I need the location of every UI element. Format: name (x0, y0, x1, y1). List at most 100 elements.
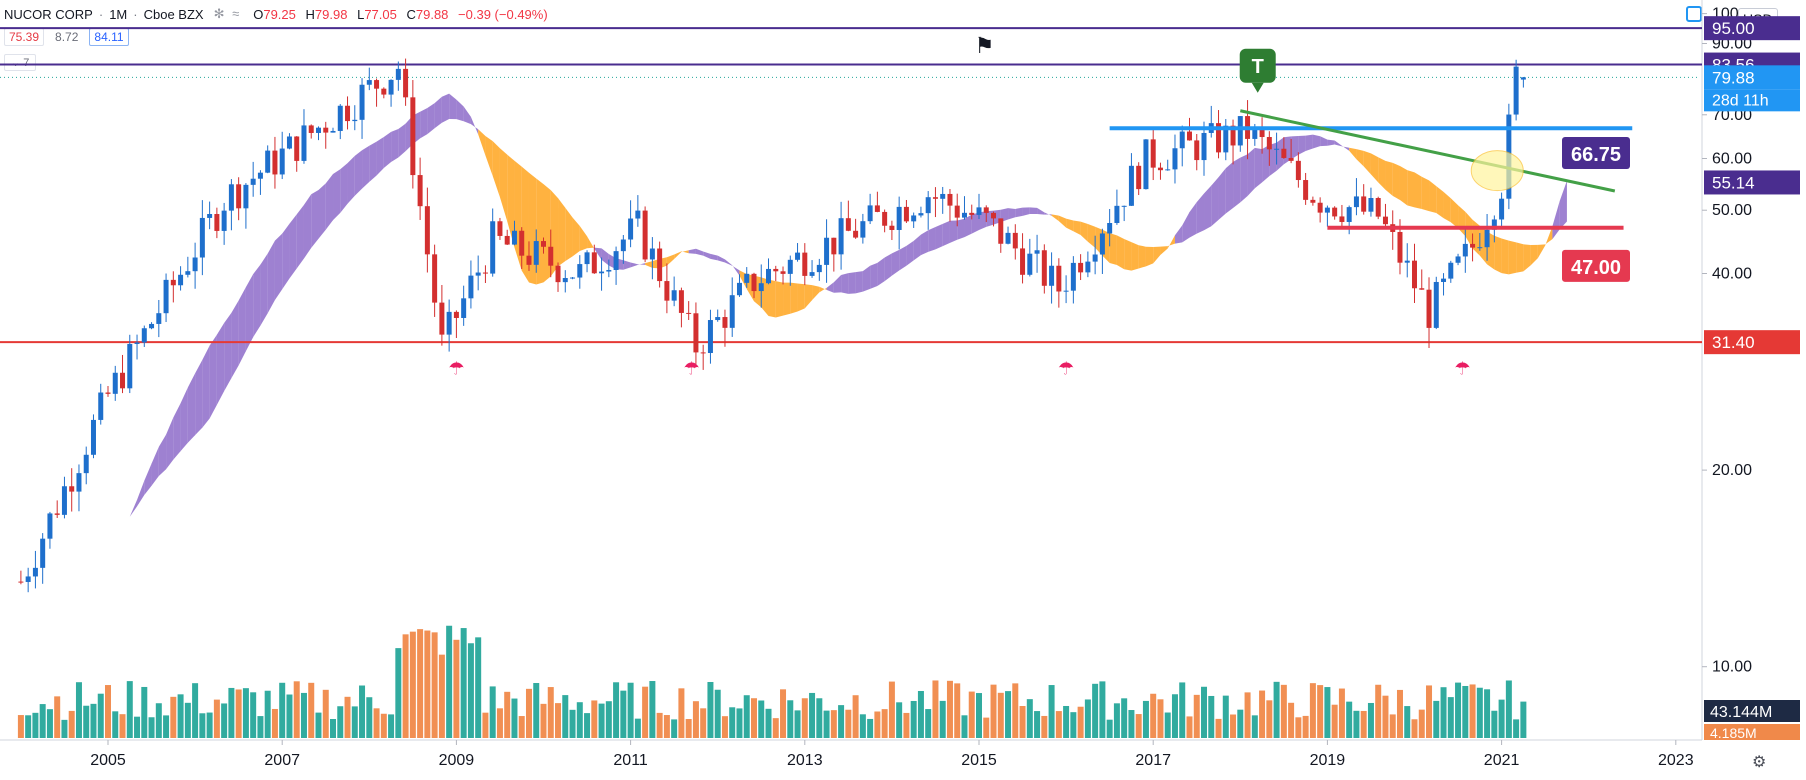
cloud-segment (681, 250, 689, 254)
candle-body (1223, 125, 1229, 153)
volume-bar (417, 629, 424, 738)
cloud-segment (151, 446, 159, 486)
indicator-label-box (1704, 170, 1800, 195)
cloud-segment (296, 204, 304, 269)
candle-body (1491, 219, 1497, 230)
cloud-segment (579, 225, 588, 251)
cloud-segment (1458, 205, 1466, 237)
cloud-segment (979, 211, 987, 231)
volume-bar (1360, 710, 1367, 738)
candle-body (1303, 180, 1309, 200)
cloud-segment (1051, 214, 1059, 222)
candle-body (758, 283, 764, 292)
candle-body (1194, 140, 1200, 161)
candle-body (903, 206, 909, 222)
candle-body (403, 68, 409, 98)
collapse-indicators-button[interactable]: ⌄ 7 (4, 54, 37, 71)
support-label-text: 31.40 (1712, 333, 1755, 352)
volume-bar (112, 711, 119, 738)
volume-bar (1230, 714, 1237, 738)
countdown-box (1704, 89, 1800, 112)
volume-bar (39, 704, 46, 738)
cloud-segment (1058, 215, 1067, 228)
volume-bar (373, 708, 380, 738)
volume-bar (1208, 695, 1215, 738)
volume-bar (1513, 719, 1520, 738)
volume-bar (1505, 680, 1512, 738)
symbol-name[interactable]: NUCOR CORP (4, 6, 93, 22)
cloud-segment (543, 184, 551, 283)
cloud-segment (775, 281, 784, 318)
cloud-segment (369, 141, 377, 182)
x-tick-label: 2007 (264, 752, 300, 769)
volume-bar (460, 628, 467, 738)
volume-bar (845, 709, 852, 738)
header-separator: · (133, 6, 138, 22)
cloud-segment (1131, 242, 1139, 271)
volume-bar (888, 681, 895, 738)
candle-body (1375, 198, 1381, 217)
volume-bar (555, 703, 562, 738)
volume-bar (1476, 687, 1483, 738)
cloud-segment (877, 257, 885, 287)
volume-bar (642, 686, 649, 738)
interval-label[interactable]: 1M (109, 6, 128, 22)
volume-bar (177, 694, 184, 738)
candle-body (453, 311, 459, 318)
cloud-segment (935, 223, 943, 250)
cloud-segment (1029, 207, 1038, 215)
grid (0, 0, 1703, 741)
volume-bar (1251, 715, 1258, 738)
volume-bar (1324, 687, 1331, 738)
candle-body (1317, 202, 1323, 213)
y-tick-label: 10.00 (1712, 659, 1752, 676)
x-tick-label: 2009 (439, 752, 475, 769)
cloud-segment (797, 283, 805, 312)
candle-body (1281, 148, 1287, 158)
ohlc-high-value: 79.98 (314, 6, 348, 22)
volume-bar (663, 715, 670, 738)
candle-body (991, 212, 997, 219)
candle-body (112, 372, 118, 394)
volume-bar (925, 709, 932, 738)
volume-bar (823, 710, 830, 738)
volume-bar (1092, 683, 1099, 738)
cloud-segment (637, 263, 646, 265)
cloud-segment (463, 106, 471, 125)
settings-gear-icon[interactable]: ⚙ (1752, 754, 1767, 771)
x-tick-label: 2017 (1135, 752, 1171, 769)
cloud-segment (536, 178, 544, 285)
candle-body (424, 206, 430, 255)
candle-body (25, 576, 31, 582)
cloud-segment (528, 172, 537, 285)
cloud-segment (804, 284, 813, 309)
volume-bar (504, 691, 511, 738)
volume-bar (1295, 717, 1302, 738)
cloud-segment (1196, 193, 1205, 234)
volume-bar (75, 682, 82, 738)
cloud-segment (1291, 136, 1299, 160)
volume-bar (1484, 689, 1491, 738)
candle-body (18, 581, 24, 583)
candle-body (1092, 254, 1098, 262)
candle-body (1295, 160, 1301, 181)
volume-label-text: 43.144M (1710, 704, 1772, 721)
volume-bar (32, 712, 39, 738)
volume-bar (1426, 685, 1433, 738)
cloud-segment (1174, 225, 1183, 244)
cloud-segment (1349, 147, 1357, 160)
volume-bar (809, 692, 816, 738)
volume-bar (917, 690, 924, 738)
volume-bar (1186, 716, 1193, 738)
cloud-segment (166, 417, 174, 470)
status-icons[interactable]: ✻ ≈ (213, 6, 242, 21)
cloud-segment (470, 116, 479, 135)
candle-body (228, 184, 234, 211)
candle-body (983, 207, 989, 213)
cloud-segment (492, 141, 500, 198)
cloud-segment (790, 282, 798, 314)
candle-body (1462, 243, 1468, 257)
fullscreen-icon[interactable] (1686, 6, 1702, 22)
volume-bar (344, 696, 351, 738)
